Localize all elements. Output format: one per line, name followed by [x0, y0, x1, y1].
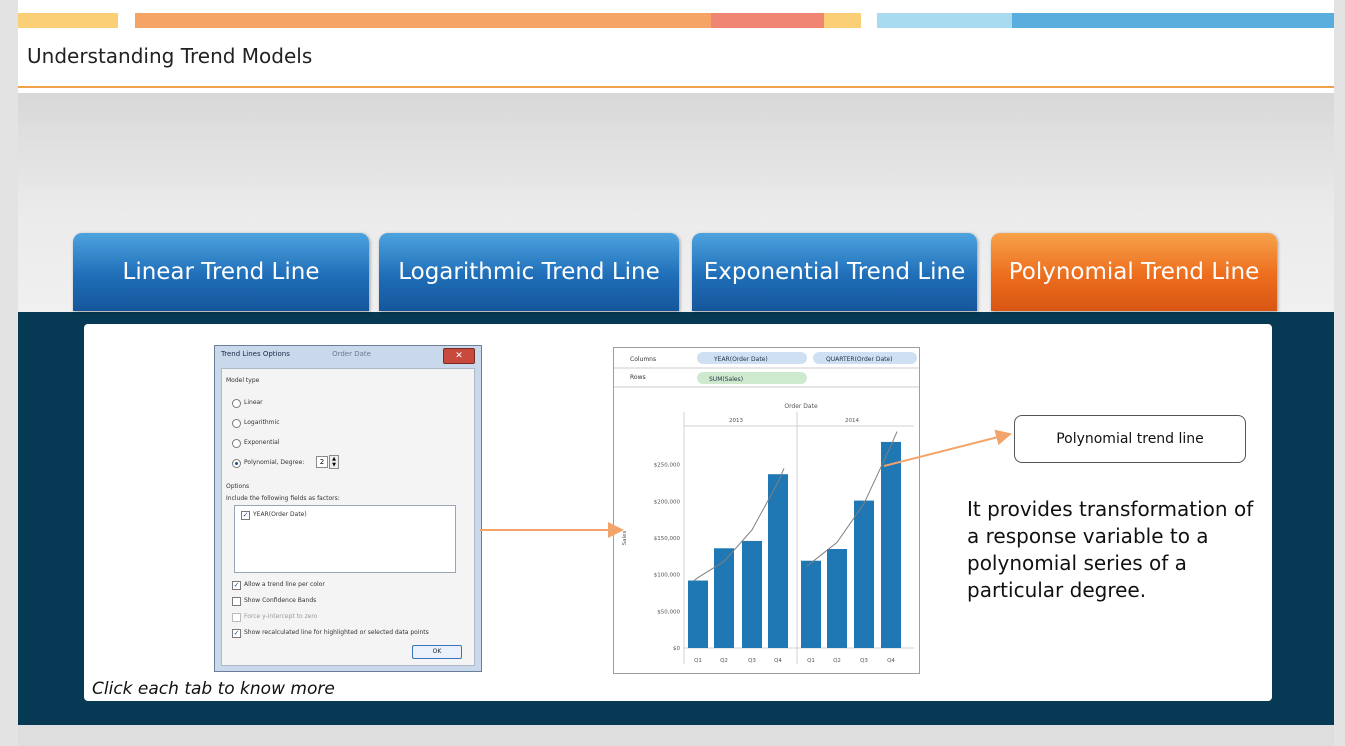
- bar[interactable]: [801, 560, 821, 648]
- page-title: Understanding Trend Models: [27, 44, 313, 68]
- radio-exponential[interactable]: [232, 439, 241, 448]
- decorative-color-bar: [18, 13, 1334, 28]
- factors-list[interactable]: ✓ YEAR(Order Date): [234, 505, 456, 573]
- x-tick-label: Q2: [833, 658, 841, 664]
- trend-lines-options-dialog: Trend Lines Options Order Date ✕ Model t…: [214, 345, 482, 672]
- y-axis-label: Sales: [622, 531, 628, 546]
- radio-linear[interactable]: [232, 399, 241, 408]
- trend-line-2013: [693, 468, 785, 581]
- group-label-2014: 2014: [845, 418, 859, 424]
- bar[interactable]: [827, 549, 847, 648]
- show-confidence-bands-checkbox[interactable]: [232, 597, 241, 606]
- x-tick-label: Q1: [807, 658, 815, 664]
- radio-linear-label: Linear: [244, 399, 263, 406]
- title-divider: [18, 86, 1334, 88]
- bars: [688, 441, 901, 648]
- factors-label: Include the following fields as factors:: [226, 495, 340, 502]
- group-label-2013: 2013: [729, 418, 743, 424]
- radio-polynomial-label: Polynomial, Degree:: [244, 459, 305, 466]
- bar[interactable]: [714, 548, 734, 648]
- options-label: Options: [226, 483, 250, 490]
- allow-trend-per-color-label: Allow a trend line per color: [244, 581, 325, 588]
- x-tick-label: Q4: [774, 658, 782, 664]
- sales-chart-view: Columns YEAR(Order Date) QUARTER(Order D…: [613, 347, 920, 674]
- x-tick-label: Q4: [887, 658, 895, 664]
- radio-logarithmic[interactable]: [232, 419, 241, 428]
- bar[interactable]: [688, 580, 708, 648]
- degree-spinner[interactable]: ▲ ▼: [329, 455, 339, 469]
- bar[interactable]: [742, 540, 762, 648]
- x-tick-label: Q3: [748, 658, 756, 664]
- instruction-hint: Click each tab to know more: [92, 679, 335, 699]
- y-tick-label: $100,000: [654, 573, 681, 579]
- x-tick-label: Q3: [860, 658, 868, 664]
- year-pill-label: YEAR(Order Date): [713, 356, 768, 363]
- chart-title: Order Date: [784, 403, 818, 410]
- force-intercept-label: Force y-intercept to zero: [244, 613, 318, 620]
- tab-exponential-trend-line[interactable]: Exponential Trend Line: [692, 233, 977, 311]
- dialog-title: Trend Lines Options: [221, 350, 290, 358]
- show-recalculated-line-checkbox[interactable]: ✓: [232, 629, 241, 638]
- bar[interactable]: [854, 500, 874, 648]
- dialog-body: Model type Linear Logarithmic Exponentia…: [221, 368, 475, 666]
- year-pill[interactable]: [697, 352, 807, 364]
- y-tick-label: $200,000: [654, 499, 681, 505]
- ok-button[interactable]: OK: [412, 645, 462, 659]
- bar[interactable]: [881, 441, 901, 648]
- degree-input[interactable]: 2: [316, 456, 328, 468]
- footer-strip: [18, 725, 1334, 746]
- force-intercept-checkbox[interactable]: [232, 613, 241, 622]
- tab-polynomial-trend-line[interactable]: Polynomial Trend Line: [991, 233, 1277, 311]
- y-tick-label: $150,000: [654, 536, 681, 542]
- model-type-label: Model type: [226, 377, 260, 384]
- show-recalculated-line-label: Show recalculated line for highlighted o…: [244, 629, 429, 636]
- y-tick-label: $50,000: [657, 609, 680, 615]
- quarter-pill[interactable]: [813, 352, 917, 364]
- y-ticks: $0 $50,000 $100,000 $150,000 $200,000 $250,00…: [654, 463, 681, 652]
- tab-linear-trend-line[interactable]: Linear Trend Line: [73, 233, 369, 311]
- allow-trend-per-color-checkbox[interactable]: ✓: [232, 581, 241, 590]
- columns-shelf-label: Columns: [630, 356, 656, 363]
- tab-logarithmic-trend-line[interactable]: Logarithmic Trend Line: [379, 233, 679, 311]
- radio-logarithmic-label: Logarithmic: [244, 419, 280, 426]
- dialog-title-suffix: Order Date: [332, 350, 371, 358]
- sales-pill-label: SUM(Sales): [709, 376, 743, 383]
- polynomial-trend-callout: Polynomial trend line: [1014, 415, 1246, 463]
- y-tick-label: $250,000: [654, 463, 681, 469]
- factor-field-label: YEAR(Order Date): [253, 511, 307, 518]
- sales-chart: Columns YEAR(Order Date) QUARTER(Order D…: [614, 352, 919, 664]
- show-confidence-bands-label: Show Confidence Bands: [244, 597, 317, 604]
- close-icon[interactable]: ✕: [443, 348, 475, 364]
- factor-checkbox[interactable]: ✓: [241, 511, 250, 520]
- sales-pill[interactable]: [697, 372, 807, 384]
- x-tick-labels: Q1 Q2 Q3 Q4 Q1 Q2 Q3 Q4: [694, 658, 895, 664]
- radio-exponential-label: Exponential: [244, 439, 280, 446]
- x-tick-label: Q2: [720, 658, 728, 664]
- rows-shelf-label: Rows: [630, 374, 646, 381]
- quarter-pill-label: QUARTER(Order Date): [826, 356, 893, 363]
- x-tick-label: Q1: [694, 658, 702, 664]
- bar[interactable]: [768, 474, 788, 648]
- description-text: It provides transformation of a response…: [967, 497, 1254, 602]
- y-tick-label: $0: [673, 646, 680, 652]
- radio-polynomial[interactable]: [232, 459, 241, 468]
